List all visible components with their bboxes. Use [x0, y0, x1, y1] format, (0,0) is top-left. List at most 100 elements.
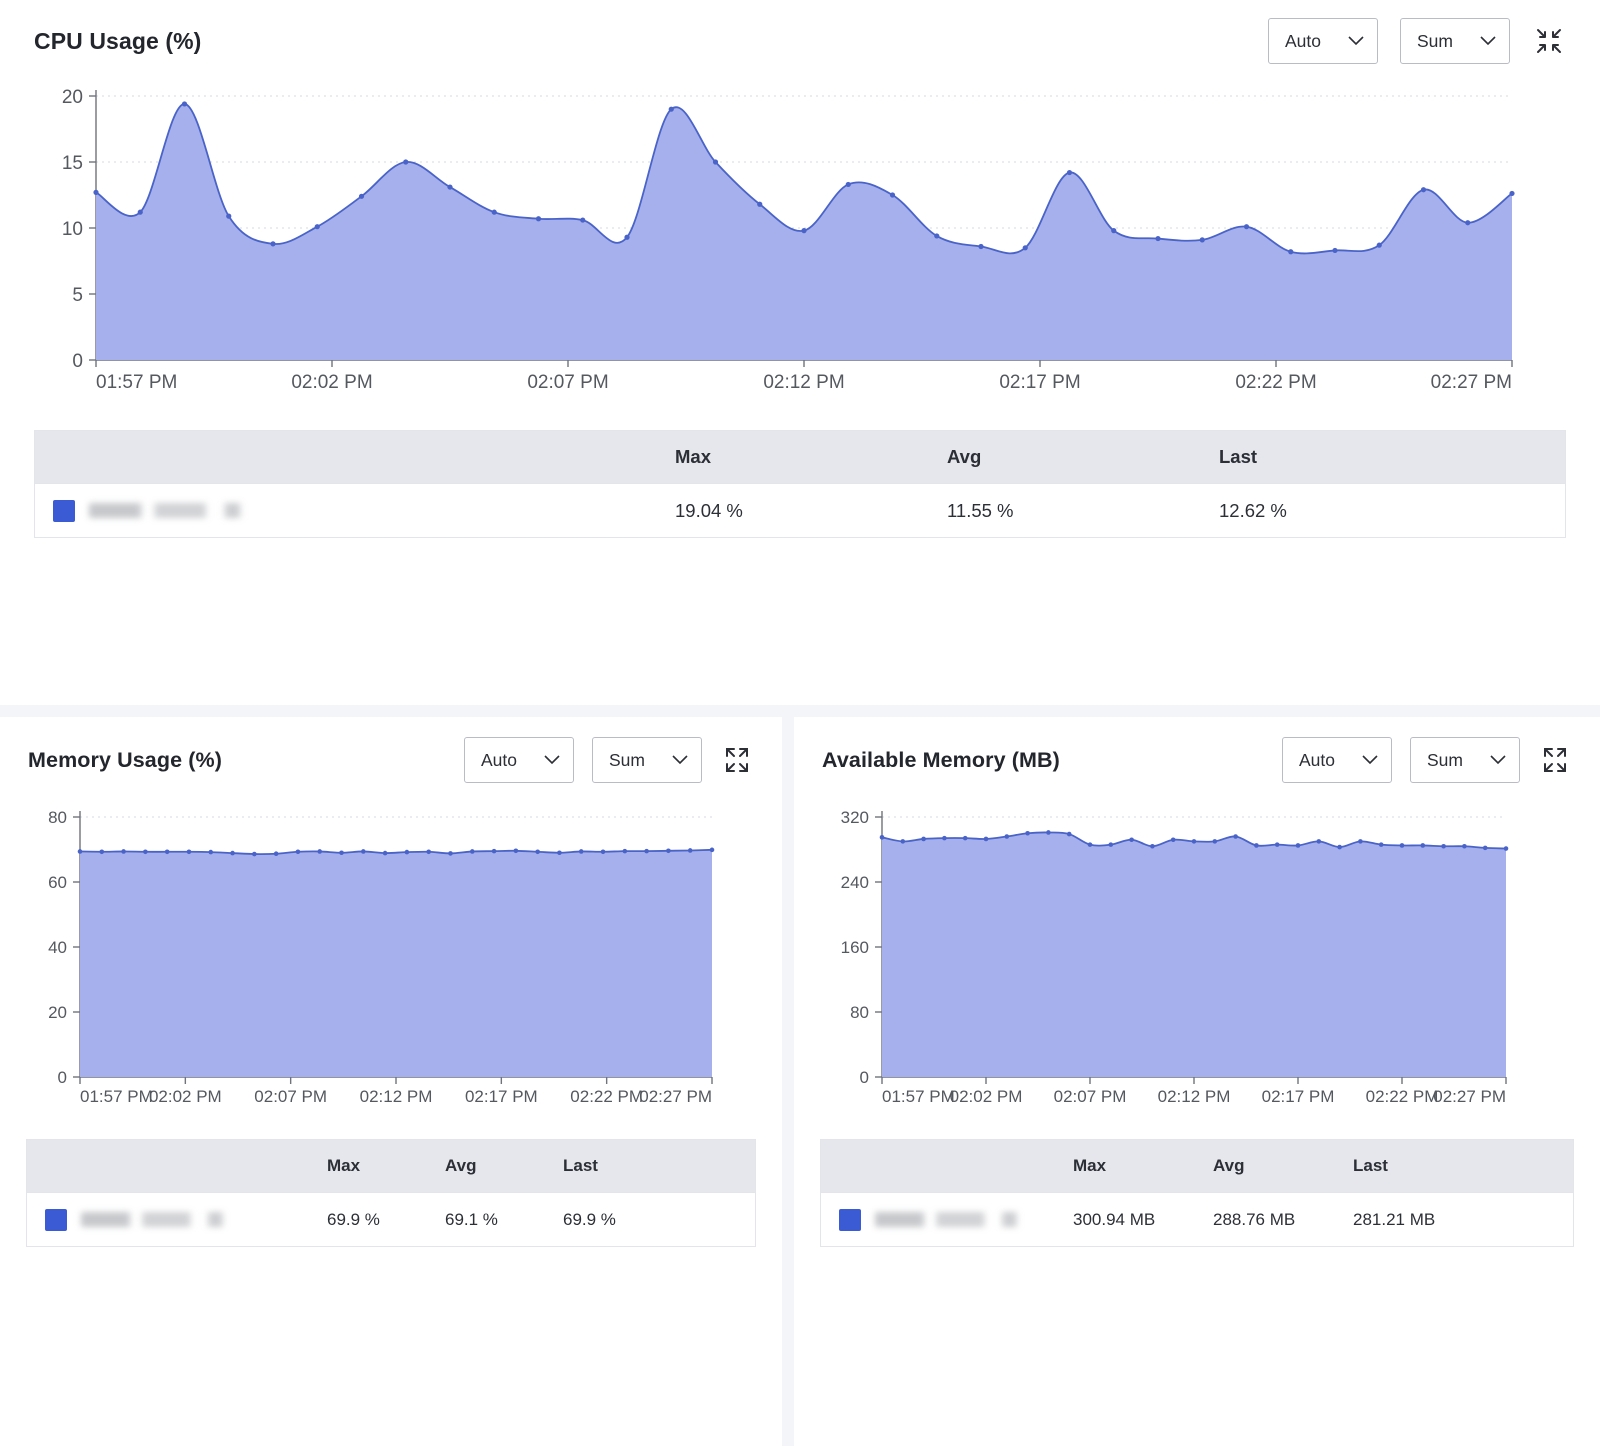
svg-text:0: 0	[72, 351, 83, 372]
interval-select-memory[interactable]: Auto	[464, 737, 574, 783]
svg-text:320: 320	[841, 808, 869, 827]
interval-select-available-memory-value: Auto	[1299, 749, 1335, 770]
chevron-down-icon	[1490, 755, 1506, 765]
svg-text:02:07 PM: 02:07 PM	[1054, 1087, 1127, 1106]
interval-select-memory-value: Auto	[481, 749, 517, 770]
svg-text:01:57 PM: 01:57 PM	[882, 1087, 955, 1106]
panel-header-cpu: CPU Usage (%) Auto Sum	[0, 0, 1600, 82]
legend-table-memory: Max Avg Last 69.9 % 69.1 % 69.9 %	[26, 1139, 756, 1247]
legend-value-max: 69.9 %	[327, 1209, 380, 1229]
panel-available-memory: Available Memory (MB) Auto Sum	[794, 717, 1600, 1446]
legend-row-cpu[interactable]: 19.04 % 11.55 % 12.62 %	[35, 483, 1565, 537]
svg-text:0: 0	[860, 1068, 869, 1087]
svg-text:240: 240	[841, 873, 869, 892]
svg-text:5: 5	[72, 285, 83, 306]
svg-text:02:12 PM: 02:12 PM	[763, 372, 844, 393]
svg-text:80: 80	[48, 808, 67, 827]
interval-select-cpu-value: Auto	[1285, 30, 1321, 51]
legend-value-avg: 288.76 MB	[1213, 1209, 1296, 1229]
panel-title-available-memory: Available Memory (MB)	[822, 747, 1060, 772]
panel-gutter-vertical	[782, 717, 794, 1446]
svg-text:02:17 PM: 02:17 PM	[1262, 1087, 1335, 1106]
svg-text:02:22 PM: 02:22 PM	[570, 1087, 643, 1106]
chevron-down-icon	[1362, 755, 1378, 765]
expand-icon[interactable]	[720, 743, 754, 777]
svg-text:20: 20	[62, 87, 83, 108]
aggregation-select-available-memory-value: Sum	[1427, 749, 1463, 770]
legend-header-available-memory: Max Avg Last	[821, 1140, 1573, 1192]
legend-table-available-memory: Max Avg Last 300.94 MB 288.76 MB 281.21 …	[820, 1139, 1574, 1247]
svg-text:02:27 PM: 02:27 PM	[1433, 1087, 1506, 1106]
legend-value-last: 12.62 %	[1219, 499, 1287, 521]
legend-value-max: 300.94 MB	[1073, 1209, 1156, 1229]
svg-text:60: 60	[48, 873, 67, 892]
aggregation-select-cpu[interactable]: Sum	[1400, 18, 1510, 64]
svg-text:02:02 PM: 02:02 PM	[149, 1087, 222, 1106]
panel-header-memory: Memory Usage (%) Auto Sum	[0, 717, 782, 803]
series-name-redacted	[89, 503, 279, 518]
aggregation-select-cpu-value: Sum	[1417, 30, 1453, 51]
legend-col-max: Max	[1073, 1156, 1107, 1175]
svg-text:0: 0	[58, 1068, 67, 1087]
panel-controls-cpu: Auto Sum	[1268, 18, 1566, 64]
svg-text:02:12 PM: 02:12 PM	[1158, 1087, 1231, 1106]
svg-text:02:07 PM: 02:07 PM	[254, 1087, 327, 1106]
aggregation-select-available-memory[interactable]: Sum	[1410, 737, 1520, 783]
aggregation-select-memory-value: Sum	[609, 749, 645, 770]
interval-select-cpu[interactable]: Auto	[1268, 18, 1378, 64]
svg-text:01:57 PM: 01:57 PM	[96, 372, 177, 393]
panel-header-available-memory: Available Memory (MB) Auto Sum	[794, 717, 1600, 803]
svg-text:02:07 PM: 02:07 PM	[527, 372, 608, 393]
aggregation-select-memory[interactable]: Sum	[592, 737, 702, 783]
expand-icon[interactable]	[1538, 743, 1572, 777]
interval-select-available-memory[interactable]: Auto	[1282, 737, 1392, 783]
svg-text:02:17 PM: 02:17 PM	[465, 1087, 538, 1106]
legend-row-available-memory[interactable]: 300.94 MB 288.76 MB 281.21 MB	[821, 1192, 1573, 1246]
svg-text:02:02 PM: 02:02 PM	[291, 372, 372, 393]
legend-col-max: Max	[327, 1156, 361, 1175]
svg-text:20: 20	[48, 1003, 67, 1022]
panel-title-memory: Memory Usage (%)	[28, 747, 222, 772]
svg-text:15: 15	[62, 153, 83, 174]
series-color-swatch	[53, 499, 75, 522]
svg-text:02:27 PM: 02:27 PM	[1431, 372, 1512, 393]
panel-controls-available-memory: Auto Sum	[1282, 737, 1572, 783]
svg-text:02:22 PM: 02:22 PM	[1235, 372, 1316, 393]
legend-col-last: Last	[1353, 1156, 1388, 1175]
legend-value-last: 69.9 %	[563, 1209, 616, 1229]
svg-text:02:12 PM: 02:12 PM	[360, 1087, 433, 1106]
panel-title-cpu: CPU Usage (%)	[34, 27, 202, 54]
legend-value-avg: 69.1 %	[445, 1209, 498, 1229]
svg-text:02:02 PM: 02:02 PM	[950, 1087, 1023, 1106]
svg-text:01:57 PM: 01:57 PM	[80, 1087, 153, 1106]
legend-col-max: Max	[675, 446, 711, 467]
legend-col-avg: Avg	[445, 1156, 477, 1175]
svg-text:02:27 PM: 02:27 PM	[639, 1087, 712, 1106]
chevron-down-icon	[1348, 36, 1364, 46]
legend-col-last: Last	[563, 1156, 598, 1175]
svg-text:160: 160	[841, 938, 869, 957]
legend-col-avg: Avg	[1213, 1156, 1245, 1175]
legend-table-cpu: Max Avg Last 19.04 % 11.55 % 12.62 %	[34, 430, 1566, 538]
series-name-redacted	[81, 1212, 259, 1227]
legend-row-memory[interactable]: 69.9 % 69.1 % 69.9 %	[27, 1192, 755, 1246]
panel-controls-memory: Auto Sum	[464, 737, 754, 783]
chart-memory-usage[interactable]: 0 20 40 60 80 01:57 PM 02:02 PM 02:07 PM 02:12 P…	[0, 803, 782, 1123]
chart-available-memory[interactable]: 0 80 160 240 320 01:57 PM 02:02 PM 02:07 PM 02:1…	[794, 803, 1600, 1123]
panel-memory-usage: Memory Usage (%) Auto Sum	[0, 717, 782, 1446]
svg-text:02:17 PM: 02:17 PM	[999, 372, 1080, 393]
chart-cpu-usage[interactable]: 0 5 10 15 20 01:57 PM 02:02 PM 02:07 PM 02:12 PM…	[0, 82, 1600, 412]
series-color-swatch	[45, 1208, 67, 1231]
svg-text:80: 80	[850, 1003, 869, 1022]
panel-cpu-usage: CPU Usage (%) Auto Sum	[0, 0, 1600, 705]
legend-value-last: 281.21 MB	[1353, 1209, 1436, 1229]
legend-col-last: Last	[1219, 446, 1258, 467]
svg-text:40: 40	[48, 938, 67, 957]
series-color-swatch	[839, 1208, 861, 1231]
panel-gutter-horizontal	[0, 705, 1600, 717]
legend-value-avg: 11.55 %	[947, 499, 1014, 521]
legend-header-cpu: Max Avg Last	[35, 431, 1565, 483]
collapse-icon[interactable]	[1532, 24, 1566, 58]
series-name-redacted	[875, 1212, 1053, 1227]
